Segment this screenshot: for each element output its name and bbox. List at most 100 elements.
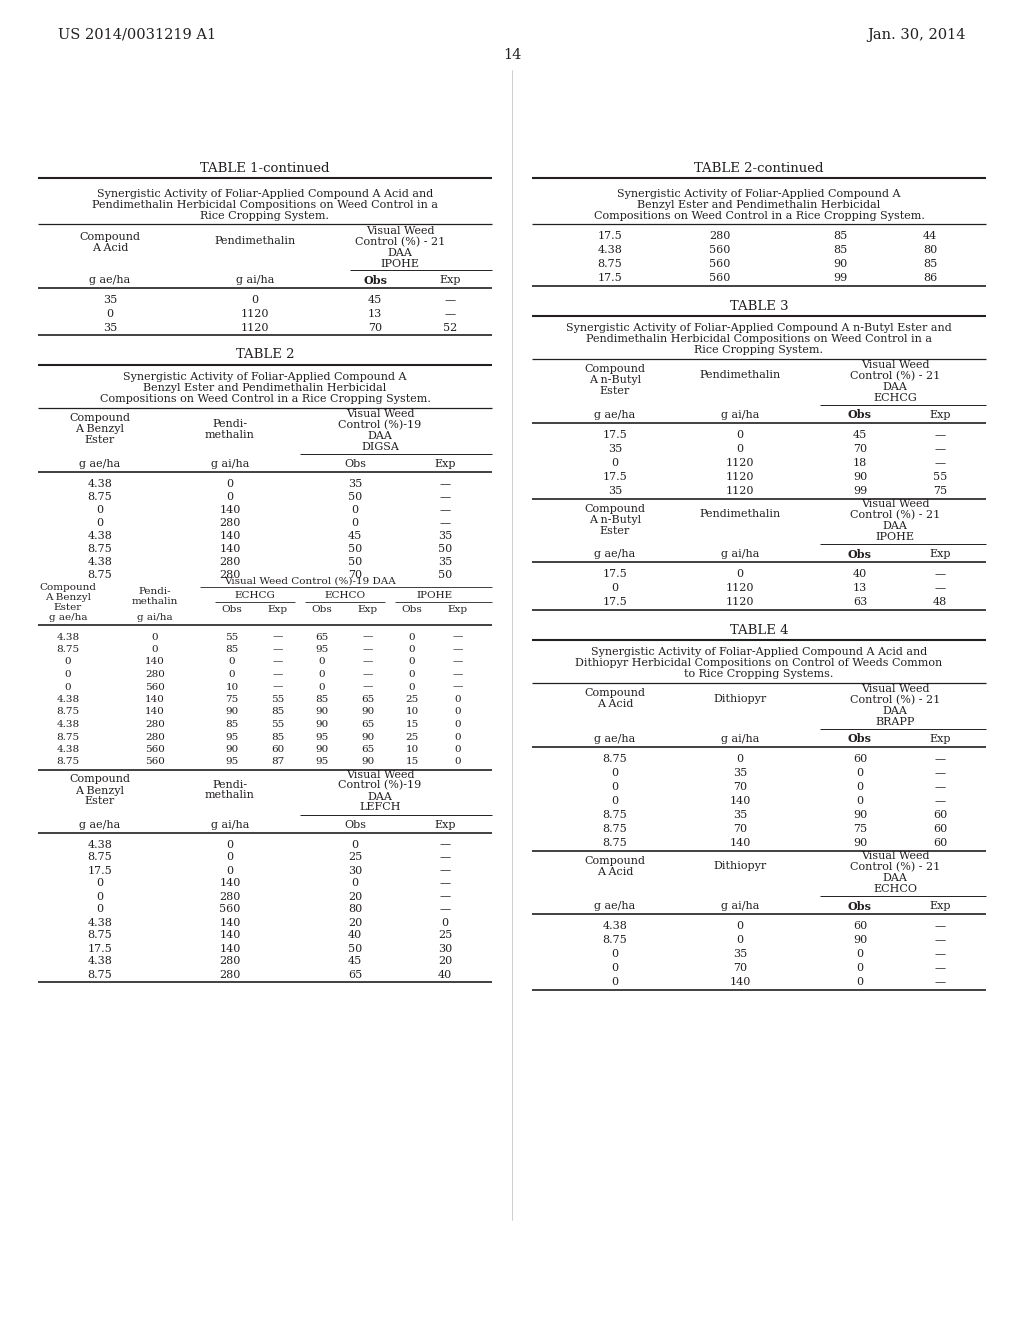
Text: 86: 86 (923, 273, 937, 282)
Text: Exp: Exp (358, 606, 378, 615)
Text: 85: 85 (315, 696, 329, 704)
Text: 560: 560 (145, 744, 165, 754)
Text: g ae/ha: g ae/ha (80, 820, 121, 829)
Text: 0: 0 (152, 632, 159, 642)
Text: 35: 35 (733, 949, 748, 960)
Text: 4.38: 4.38 (602, 921, 628, 931)
Text: 1120: 1120 (241, 323, 269, 333)
Text: Exp: Exp (439, 275, 461, 285)
Text: 48: 48 (933, 597, 947, 607)
Text: 8.75: 8.75 (603, 754, 628, 764)
Text: A n-Butyl: A n-Butyl (589, 375, 641, 385)
Text: 13: 13 (368, 309, 382, 319)
Text: 0: 0 (96, 879, 103, 888)
Text: 10: 10 (406, 708, 419, 717)
Text: Synergistic Activity of Foliar-Applied Compound A n-Butyl Ester and: Synergistic Activity of Foliar-Applied C… (566, 323, 952, 333)
Text: 8.75: 8.75 (88, 492, 113, 502)
Text: Compound: Compound (70, 413, 130, 422)
Text: —: — (362, 645, 373, 653)
Text: 4.38: 4.38 (56, 632, 80, 642)
Text: 75: 75 (225, 696, 239, 704)
Text: ECHCO: ECHCO (325, 590, 366, 599)
Text: 280: 280 (219, 957, 241, 966)
Text: ECHCG: ECHCG (873, 393, 916, 403)
Text: —: — (439, 479, 451, 488)
Text: 8.75: 8.75 (56, 708, 80, 717)
Text: 25: 25 (406, 696, 419, 704)
Text: Compound: Compound (70, 775, 130, 784)
Text: 0: 0 (736, 569, 743, 579)
Text: Benzyl Ester and Pendimethalin Herbicidal: Benzyl Ester and Pendimethalin Herbicida… (143, 383, 387, 393)
Text: 65: 65 (315, 632, 329, 642)
Text: 560: 560 (710, 273, 731, 282)
Text: Ester: Ester (85, 796, 115, 807)
Text: Obs: Obs (848, 900, 872, 912)
Text: 0: 0 (409, 671, 416, 678)
Text: Visual Weed: Visual Weed (861, 851, 929, 861)
Text: Synergistic Activity of Foliar-Applied Compound A: Synergistic Activity of Foliar-Applied C… (617, 189, 901, 199)
Text: Pendimethalin: Pendimethalin (214, 236, 296, 246)
Text: 95: 95 (225, 733, 239, 742)
Text: 85: 85 (833, 231, 847, 242)
Text: 140: 140 (219, 931, 241, 940)
Text: 0: 0 (611, 583, 618, 593)
Text: Ester: Ester (54, 602, 82, 611)
Text: 8.75: 8.75 (88, 570, 113, 579)
Text: A Benzyl: A Benzyl (76, 785, 125, 796)
Text: 35: 35 (608, 486, 623, 496)
Text: 1120: 1120 (726, 583, 755, 593)
Text: IPOHE: IPOHE (876, 532, 914, 543)
Text: 65: 65 (361, 719, 375, 729)
Text: Visual Weed: Visual Weed (861, 360, 929, 370)
Text: A Acid: A Acid (92, 243, 128, 253)
Text: —: — (272, 657, 284, 667)
Text: 55: 55 (271, 719, 285, 729)
Text: 55: 55 (933, 473, 947, 482)
Text: 140: 140 (729, 796, 751, 807)
Text: TABLE 4: TABLE 4 (730, 623, 788, 636)
Text: 0: 0 (455, 758, 462, 767)
Text: 1120: 1120 (726, 458, 755, 469)
Text: —: — (453, 671, 463, 678)
Text: Obs: Obs (362, 275, 387, 285)
Text: g ae/ha: g ae/ha (89, 275, 131, 285)
Text: 85: 85 (923, 259, 937, 269)
Text: 65: 65 (361, 696, 375, 704)
Text: 35: 35 (102, 323, 117, 333)
Text: Compound: Compound (585, 364, 645, 374)
Text: 0: 0 (409, 645, 416, 653)
Text: Compound: Compound (585, 504, 645, 513)
Text: 80: 80 (348, 904, 362, 915)
Text: 99: 99 (833, 273, 847, 282)
Text: Dithiopyr: Dithiopyr (714, 694, 767, 704)
Text: 0: 0 (856, 949, 863, 960)
Text: —: — (453, 645, 463, 653)
Text: g ae/ha: g ae/ha (594, 411, 636, 420)
Text: 90: 90 (361, 733, 375, 742)
Text: —: — (444, 294, 456, 305)
Text: 0: 0 (455, 744, 462, 754)
Text: 140: 140 (219, 531, 241, 541)
Text: TABLE 2: TABLE 2 (236, 348, 294, 362)
Text: DAA: DAA (883, 381, 907, 392)
Text: 90: 90 (361, 758, 375, 767)
Text: Control (%) - 21: Control (%) - 21 (850, 694, 940, 705)
Text: Obs: Obs (311, 606, 333, 615)
Text: 8.75: 8.75 (88, 544, 113, 554)
Text: Exp: Exp (929, 734, 950, 744)
Text: 0: 0 (65, 682, 72, 692)
Text: Synergistic Activity of Foliar-Applied Compound A: Synergistic Activity of Foliar-Applied C… (123, 372, 407, 381)
Text: Pendimethalin: Pendimethalin (699, 370, 780, 380)
Text: Exp: Exp (929, 549, 950, 558)
Text: 40: 40 (438, 969, 453, 979)
Text: —: — (935, 583, 945, 593)
Text: Pendi-: Pendi- (212, 780, 248, 789)
Text: 50: 50 (438, 544, 453, 554)
Text: Exp: Exp (268, 606, 288, 615)
Text: 0: 0 (611, 768, 618, 777)
Text: 1120: 1120 (241, 309, 269, 319)
Text: 90: 90 (361, 708, 375, 717)
Text: 4.38: 4.38 (88, 840, 113, 850)
Text: 17.5: 17.5 (603, 597, 628, 607)
Text: —: — (439, 853, 451, 862)
